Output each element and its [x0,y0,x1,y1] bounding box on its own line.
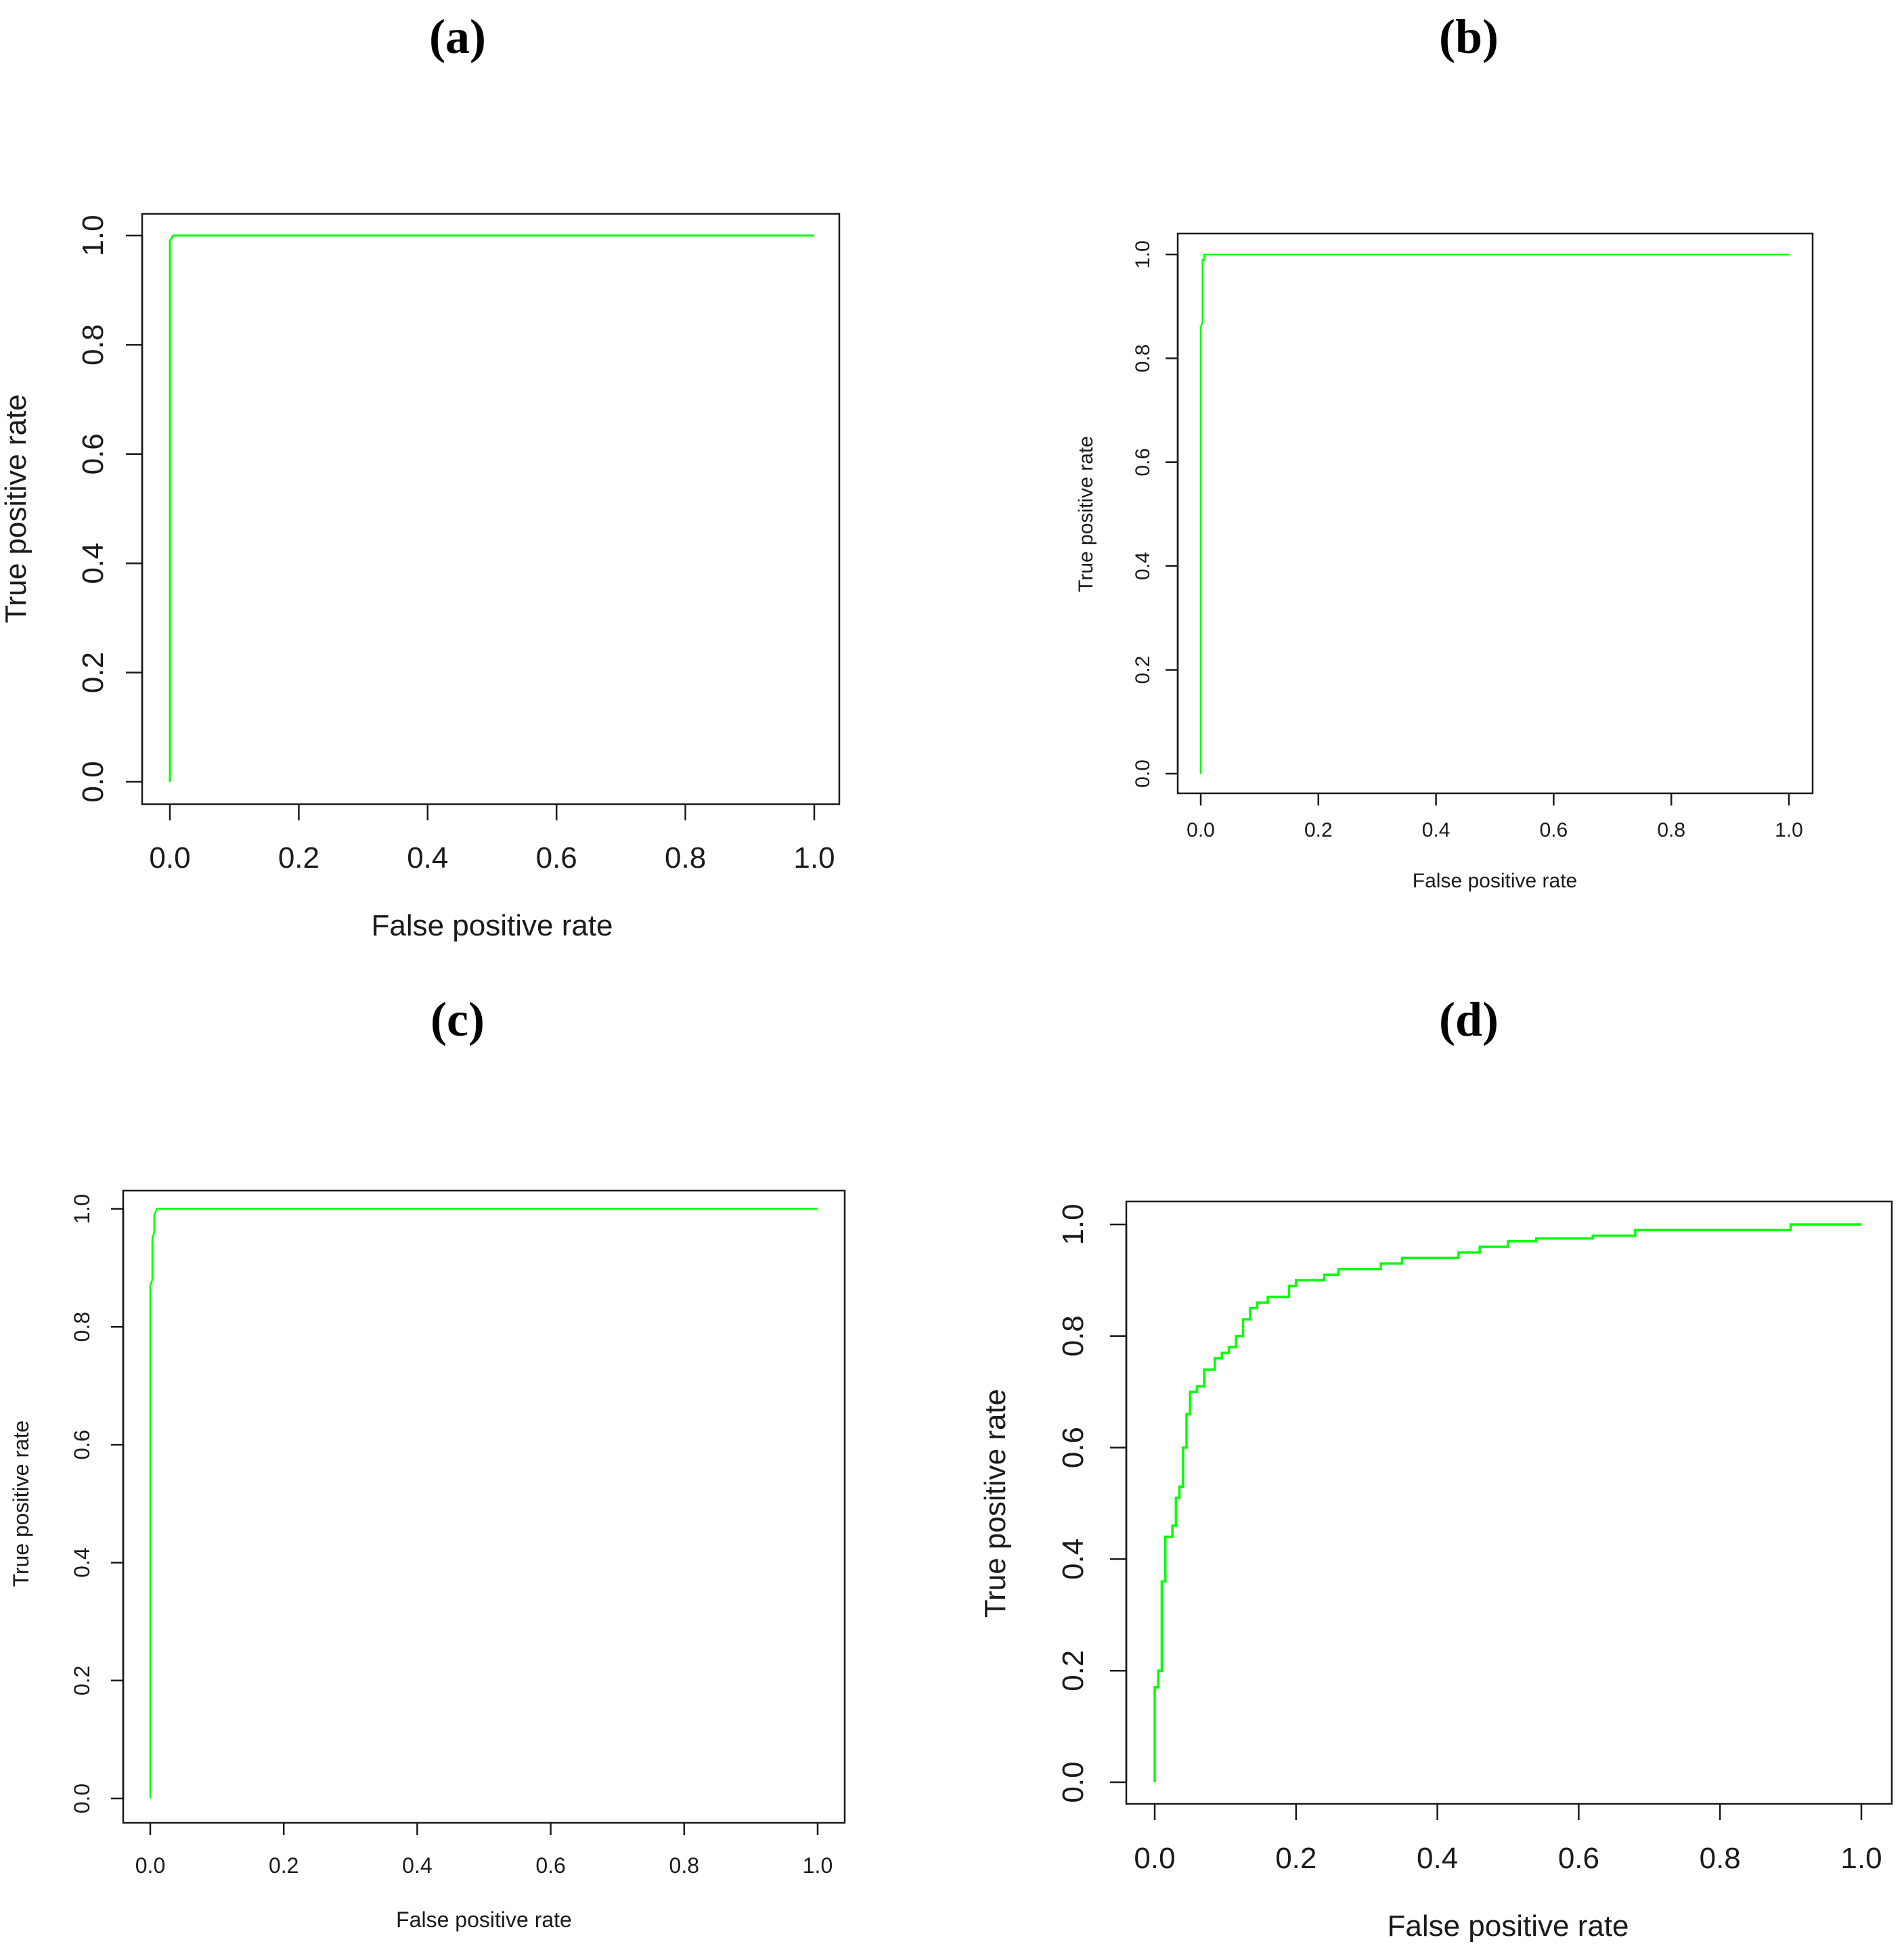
x-tick-label: 0.0 [1187,819,1215,841]
x-tick-label: 0.6 [535,1853,565,1878]
x-tick-label: 1.0 [793,841,835,875]
x-tick-label: 0.6 [1558,1842,1599,1875]
y-tick-label: 1.0 [70,1194,94,1224]
roc-chart-a: 0.0 0.2 0.4 0.6 0.8 1.0 0.0 0.2 0.4 0.6 0.8 1.0 Fals… [0,213,841,942]
x-axis-label: False positive rate [1413,870,1577,892]
x-tick-label: 1.0 [1775,819,1803,841]
x-tick-label: 0.2 [269,1853,298,1878]
y-tick-label: 0.6 [1132,448,1154,477]
x-axis-label: False positive rate [396,1907,572,1932]
panel-label-c: (c) [430,992,485,1046]
roc-chart-d: 0.0 0.2 0.4 0.6 0.8 1.0 0.0 0.2 0.4 0.6 0.8 1.0 Fals… [979,1200,1893,1943]
panel-label-d: (d) [1439,992,1499,1046]
roc-curve [169,234,814,782]
x-tick-label: 0.2 [1275,1842,1316,1875]
x-tick-label: 0.4 [407,841,448,875]
x-tick-label: 0.6 [1540,819,1568,841]
x-tick-label: 0.8 [665,841,706,875]
x-tick-label: 0.8 [1700,1842,1741,1875]
roc-chart-b: 0.0 0.2 0.4 0.6 0.8 1.0 0.0 0.2 0.4 0.6 0.8 1.0 Fals… [1075,232,1814,892]
roc-curve [1153,1223,1861,1782]
panel-label-b: (b) [1439,9,1499,64]
y-tick-label: 0.2 [70,1666,94,1696]
y-axis-label: True positive rate [979,1389,1012,1618]
y-tick-label: 0.6 [70,1430,94,1459]
y-tick-label: 1.0 [76,215,110,256]
y-tick-label: 0.8 [70,1312,94,1342]
x-axis-label: False positive rate [371,909,613,942]
x-tick-label: 0.4 [1422,819,1451,841]
x-tick-label: 0.0 [149,841,190,875]
y-axis-label: True positive rate [9,1420,33,1587]
y-tick-label: 1.0 [1132,240,1154,269]
y-tick-label: 0.6 [76,433,110,474]
x-tick-label: 0.2 [278,841,319,875]
roc-curve [149,1208,818,1798]
x-tick-label: 0.4 [1417,1842,1458,1875]
y-tick-label: 0.6 [1057,1427,1090,1468]
x-tick-label: 0.0 [1134,1842,1175,1875]
y-tick-label: 0.8 [1057,1315,1090,1356]
y-tick-label: 0.2 [1057,1650,1090,1692]
y-tick-label: 0.4 [70,1547,94,1577]
y-tick-label: 0.4 [76,543,110,584]
x-tick-label: 1.0 [1840,1842,1882,1875]
roc-curve [1199,253,1789,774]
x-tick-label: 1.0 [803,1853,833,1878]
x-tick-label: 0.0 [135,1853,165,1878]
x-tick-label: 0.6 [536,841,577,875]
y-tick-label: 0.8 [76,324,110,366]
y-tick-label: 0.2 [76,652,110,693]
y-axis-label: True positive rate [0,394,32,623]
y-tick-label: 0.2 [1132,656,1154,684]
y-axis-label: True positive rate [1075,436,1097,592]
y-tick-label: 1.0 [1057,1203,1090,1245]
x-tick-label: 0.8 [1657,819,1685,841]
x-tick-label: 0.2 [1304,819,1333,841]
y-tick-label: 0.0 [1132,759,1154,788]
y-tick-label: 0.4 [1132,552,1154,580]
y-tick-label: 0.0 [70,1784,94,1813]
y-tick-label: 0.0 [1057,1761,1090,1803]
panel-label-a: (a) [429,9,486,64]
y-tick-label: 0.4 [1057,1539,1090,1580]
x-tick-label: 0.8 [669,1853,699,1878]
y-tick-label: 0.0 [76,761,110,802]
x-axis-label: False positive rate [1387,1909,1629,1943]
x-tick-label: 0.4 [402,1853,432,1878]
roc-chart-c: 0.0 0.2 0.4 0.6 0.8 1.0 0.0 0.2 0.4 0.6 0.8 1.0 Fals… [9,1189,846,1932]
y-tick-label: 0.8 [1132,345,1154,373]
